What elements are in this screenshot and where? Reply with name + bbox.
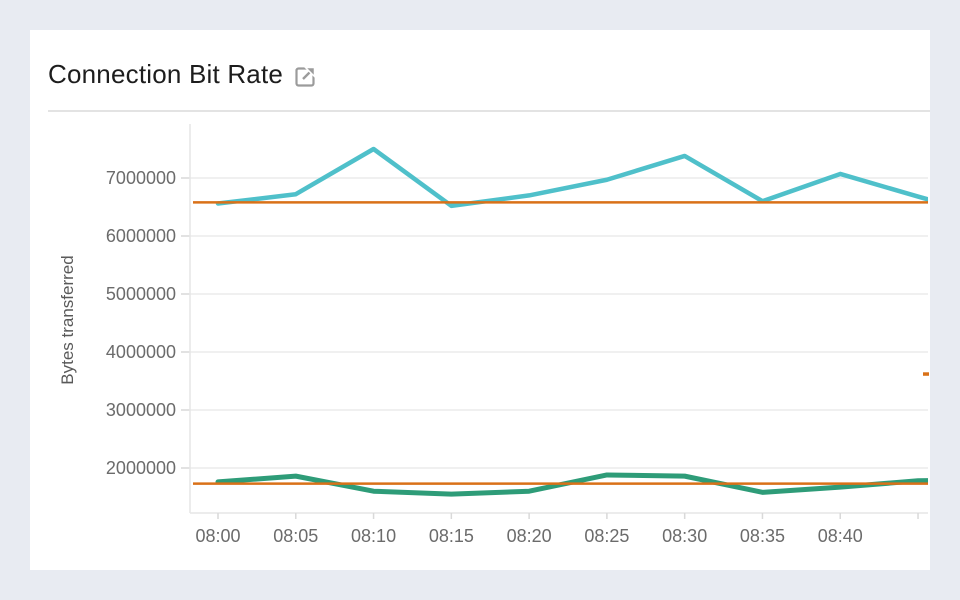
x-tick-label: 08:10 (351, 526, 396, 546)
x-tick-label: 08:35 (740, 526, 785, 546)
x-tick-label: 08:15 (429, 526, 474, 546)
x-tick-label: 08:00 (195, 526, 240, 546)
y-tick-label: 6000000 (106, 226, 176, 246)
chart-card: Connection Bit Rate Bytes transferred 20… (30, 30, 930, 570)
y-tick-label: 4000000 (106, 342, 176, 362)
y-tick-label: 3000000 (106, 400, 176, 420)
series-line-bytes-transferred-high (215, 146, 928, 209)
x-tick-label: 08:25 (584, 526, 629, 546)
line-chart-svg: 2000000 3000000 4000000 5000000 6000000 70000… (106, 124, 929, 546)
x-tick-label: 08:40 (818, 526, 863, 546)
y-tick-label: 5000000 (106, 284, 176, 304)
y-tick-label: 2000000 (106, 458, 176, 478)
x-tick-label: 08:20 (507, 526, 552, 546)
x-tick-label: 08:05 (273, 526, 318, 546)
x-tick-label: 08:30 (662, 526, 707, 546)
card-header: Connection Bit Rate (48, 58, 317, 90)
header-divider (48, 110, 930, 112)
y-tick-label: 7000000 (106, 168, 176, 188)
series-line-bytes-transferred-low (215, 472, 928, 497)
external-link-icon[interactable] (295, 65, 317, 87)
chart-area: 2000000 3000000 4000000 5000000 6000000 70000… (30, 112, 930, 570)
chart-title: Connection Bit Rate (48, 59, 284, 89)
